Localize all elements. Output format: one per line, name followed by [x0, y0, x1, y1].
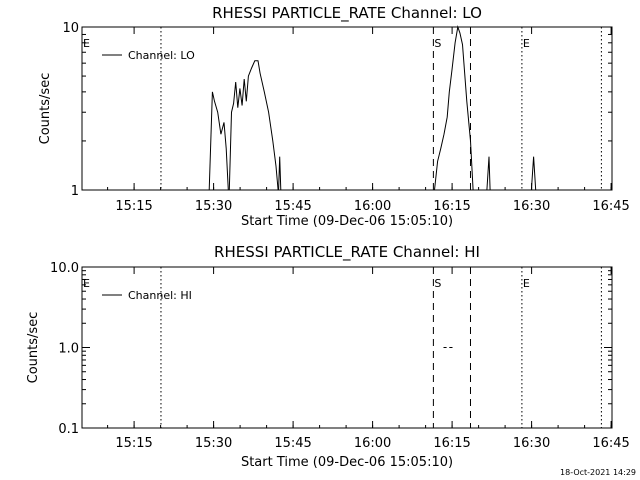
- panel-lo: RHESSI PARTICLE_RATE Channel: LO S E E 15:15…: [38, 4, 630, 229]
- x-axis-label: Start Time (09-Dec-06 15:05:10): [241, 214, 453, 229]
- x-tick-label: 16:30: [513, 199, 550, 214]
- event-marker-label: E: [523, 37, 530, 50]
- footer-timestamp: 18-Oct-2021 14:29: [560, 468, 636, 477]
- x-tick-label: 15:15: [115, 436, 152, 451]
- x-tick-label: 16:00: [354, 436, 391, 451]
- series-line-segment: [530, 156, 537, 191]
- series-line-segment: [208, 91, 229, 191]
- corner-marker-label: E: [83, 277, 90, 290]
- y-tick-label: 0.1: [58, 422, 79, 437]
- y-tick-label: 10.0: [50, 261, 79, 276]
- event-marker-label: E: [523, 277, 530, 290]
- x-tick-label: 15:15: [115, 199, 152, 214]
- x-tick-label: 16:15: [433, 199, 470, 214]
- series-line-segment: [278, 156, 282, 191]
- corner-marker-label: E: [83, 37, 90, 50]
- y-tick-label: 1.0: [58, 342, 79, 357]
- x-tick-label: 15:30: [195, 199, 232, 214]
- panel-hi: RHESSI PARTICLE_RATE Channel: HI S E E 15:15…: [26, 243, 630, 470]
- x-tick-label: 15:30: [195, 436, 232, 451]
- plot-frame: [81, 26, 613, 191]
- legend-entry: Channel: LO: [128, 49, 195, 62]
- x-tick-label: 16:30: [513, 436, 550, 451]
- x-tick-label: 16:00: [354, 199, 391, 214]
- x-axis-label: Start Time (09-Dec-06 15:05:10): [241, 455, 453, 470]
- series-line-segment: [486, 156, 491, 191]
- y-tick-label: 1: [71, 184, 79, 199]
- series-line-segment: [434, 25, 474, 191]
- chart-title: RHESSI PARTICLE_RATE Channel: HI: [214, 243, 480, 262]
- x-tick-label: 15:45: [274, 199, 311, 214]
- x-tick-label: 16:45: [592, 436, 629, 451]
- event-marker-label: S: [434, 37, 441, 50]
- x-tick-label: 16:45: [592, 199, 629, 214]
- legend-entry: Channel: HI: [128, 289, 192, 302]
- chart-title: RHESSI PARTICLE_RATE Channel: LO: [212, 4, 482, 23]
- x-tick-label: 15:45: [274, 436, 311, 451]
- series-line-segment: [228, 60, 279, 191]
- x-tick-label: 16:15: [433, 436, 470, 451]
- y-tick-label: 10: [62, 21, 79, 36]
- event-marker-label: S: [434, 277, 441, 290]
- y-axis-label: Counts/sec: [26, 312, 41, 384]
- y-axis-label: Counts/sec: [38, 73, 53, 145]
